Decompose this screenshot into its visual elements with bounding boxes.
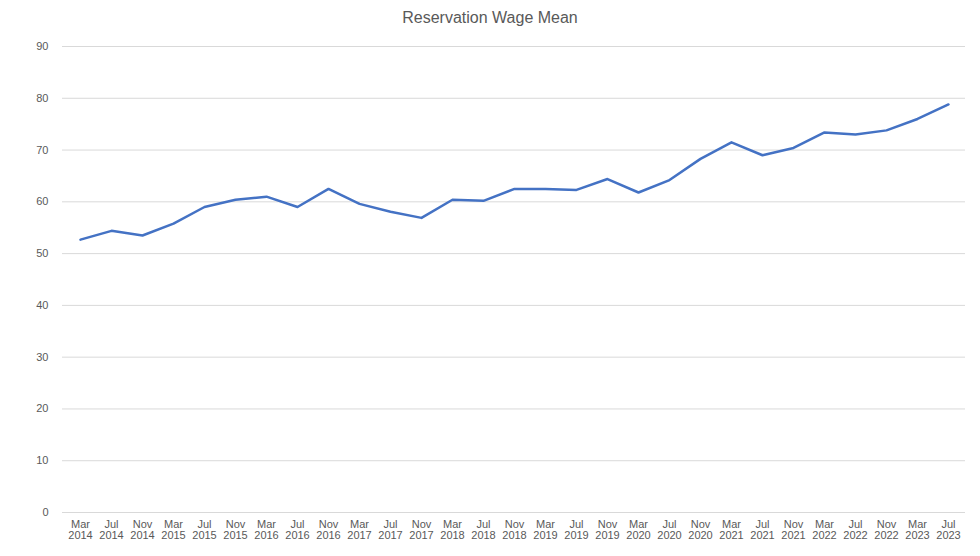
svg-text:60: 60: [36, 195, 48, 207]
svg-text:70: 70: [36, 144, 48, 156]
svg-text:Jul2023: Jul2023: [936, 518, 960, 541]
svg-text:Nov2018: Nov2018: [502, 518, 526, 541]
svg-text:Jul2018: Jul2018: [471, 518, 495, 541]
svg-text:Jul2020: Jul2020: [657, 518, 681, 541]
svg-text:Jul2019: Jul2019: [564, 518, 588, 541]
svg-text:Jul2021: Jul2021: [750, 518, 774, 541]
svg-text:30: 30: [36, 351, 48, 363]
svg-text:Jul2017: Jul2017: [378, 518, 402, 541]
svg-text:0: 0: [42, 506, 48, 518]
svg-text:Jul2014: Jul2014: [99, 518, 123, 541]
html-text:Reservation Wage Mean: Reservation Wage Mean: [402, 9, 578, 26]
svg-text:Nov2021: Nov2021: [781, 518, 805, 541]
svg-text:Mar2020: Mar2020: [626, 518, 650, 541]
svg-text:Nov2016: Nov2016: [316, 518, 340, 541]
svg-text:Mar2018: Mar2018: [440, 518, 464, 541]
svg-text:Jul2016: Jul2016: [285, 518, 309, 541]
svg-text:Jul2015: Jul2015: [192, 518, 216, 541]
svg-text:50: 50: [36, 247, 48, 259]
svg-text:20: 20: [36, 402, 48, 414]
svg-text:Nov2014: Nov2014: [130, 518, 154, 541]
svg-text:Mar2022: Mar2022: [812, 518, 836, 541]
svg-text:Mar2015: Mar2015: [161, 518, 185, 541]
svg-text:40: 40: [36, 299, 48, 311]
svg-text:Mar2023: Mar2023: [905, 518, 929, 541]
svg-text:Mar2014: Mar2014: [68, 518, 92, 541]
svg-text:Mar2019: Mar2019: [533, 518, 557, 541]
svg-text:Nov2017: Nov2017: [409, 518, 433, 541]
svg-text:80: 80: [36, 92, 48, 104]
svg-text:Nov2022: Nov2022: [874, 518, 898, 541]
svg-text:Nov2019: Nov2019: [595, 518, 619, 541]
svg-text:Mar2021: Mar2021: [719, 518, 743, 541]
svg-text:10: 10: [36, 454, 48, 466]
svg-text:90: 90: [36, 40, 48, 52]
svg-text:Nov2020: Nov2020: [688, 518, 712, 541]
svg-text:Nov2015: Nov2015: [223, 518, 247, 541]
svg-text:Mar2016: Mar2016: [254, 518, 278, 541]
svg-text:Jul2022: Jul2022: [843, 518, 867, 541]
svg-text:Mar2017: Mar2017: [347, 518, 371, 541]
